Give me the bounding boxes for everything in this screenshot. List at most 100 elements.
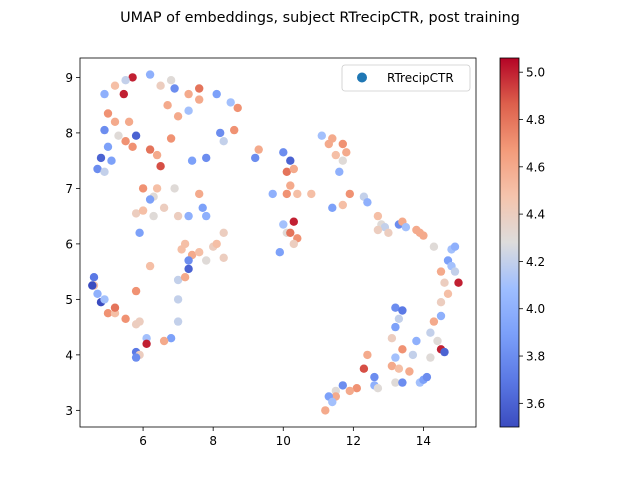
- data-point: [391, 303, 400, 312]
- data-point: [363, 198, 372, 207]
- data-point: [121, 314, 130, 323]
- y-tick-label: 4: [65, 348, 73, 362]
- data-point: [184, 211, 193, 221]
- colorbar-gradient: [500, 58, 519, 427]
- data-point: [163, 101, 172, 110]
- data-point: [156, 81, 165, 90]
- data-point: [279, 220, 288, 229]
- data-point: [387, 334, 397, 343]
- data-point: [100, 89, 109, 99]
- x-tick-label: 8: [209, 434, 217, 448]
- data-point: [128, 73, 137, 82]
- x-axis: 6 8 10 12 14: [139, 427, 431, 448]
- data-point: [145, 145, 155, 154]
- data-point: [321, 406, 330, 415]
- data-point: [212, 89, 221, 99]
- data-point: [173, 317, 183, 326]
- data-point: [370, 372, 379, 382]
- data-point: [419, 231, 428, 240]
- data-point: [433, 336, 442, 346]
- data-point: [180, 239, 190, 249]
- data-point: [138, 184, 148, 193]
- data-point: [335, 167, 344, 176]
- data-point: [289, 217, 298, 226]
- data-point: [436, 267, 446, 276]
- data-point: [450, 242, 460, 251]
- data-point: [170, 184, 179, 193]
- data-point: [387, 361, 397, 371]
- x-tick-label: 10: [276, 434, 291, 448]
- plot-frame: [79, 57, 477, 428]
- data-point: [145, 261, 155, 271]
- data-point: [219, 137, 228, 146]
- x-tick-label: 6: [139, 434, 147, 448]
- colorbar-tick-label: 3.6: [526, 397, 545, 411]
- data-point: [100, 295, 109, 304]
- data-point: [103, 109, 113, 118]
- data-point: [131, 131, 141, 140]
- data-point: [119, 89, 128, 99]
- data-point: [131, 286, 141, 296]
- data-point: [338, 381, 347, 390]
- data-point: [100, 167, 109, 176]
- data-point: [110, 303, 120, 312]
- data-point: [195, 189, 204, 199]
- data-point: [198, 203, 207, 212]
- data-point: [286, 228, 295, 237]
- data-point: [440, 278, 449, 287]
- data-point: [152, 184, 162, 193]
- chart-title: UMAP of embeddings, subject RTrecipCTR, …: [120, 10, 520, 26]
- data-point: [328, 134, 337, 143]
- data-point: [401, 223, 411, 232]
- data-point: [275, 248, 284, 257]
- data-point: [429, 317, 439, 326]
- data-point: [391, 322, 400, 332]
- data-point: [352, 384, 361, 393]
- data-point: [398, 345, 407, 354]
- data-point: [345, 189, 354, 199]
- colorbar-tick-label: 4.2: [526, 255, 545, 269]
- colorbar-tick-label: 3.8: [526, 350, 545, 364]
- data-point: [342, 148, 351, 157]
- data-point: [391, 353, 400, 362]
- data-point: [89, 273, 99, 282]
- data-point: [216, 128, 225, 138]
- data-point: [88, 281, 97, 290]
- data-point: [135, 228, 144, 237]
- data-point: [426, 328, 435, 337]
- data-point: [166, 134, 176, 143]
- data-point: [338, 156, 347, 165]
- data-point: [405, 367, 414, 376]
- data-point: [219, 228, 228, 237]
- y-tick-label: 5: [65, 293, 73, 307]
- legend-box: [341, 64, 471, 92]
- y-tick-label: 8: [65, 126, 73, 140]
- data-point: [391, 378, 400, 387]
- data-point: [408, 350, 418, 360]
- data-point: [251, 153, 260, 163]
- data-point: [436, 298, 446, 307]
- data-point: [156, 162, 165, 171]
- data-point: [96, 153, 106, 163]
- data-point: [159, 336, 169, 346]
- data-point: [328, 397, 337, 407]
- legend-marker: [357, 72, 367, 83]
- data-point: [159, 203, 169, 212]
- colorbar: 3.6 3.8 4.0 4.2 4.4 4.6 4.8 5.0: [499, 57, 545, 428]
- data-point: [202, 211, 211, 221]
- data-point: [450, 267, 460, 276]
- data-point: [212, 239, 221, 249]
- y-axis: 3 4 5 6 7 8 9: [65, 71, 80, 418]
- data-point: [307, 189, 316, 199]
- y-tick-label: 3: [65, 404, 73, 418]
- data-point: [128, 142, 137, 151]
- data-point: [440, 347, 449, 357]
- legend: RTrecipCTR: [341, 64, 471, 92]
- data-point: [412, 336, 421, 346]
- colorbar-tick-label: 5.0: [526, 66, 545, 80]
- data-point: [142, 339, 151, 348]
- data-point: [286, 181, 295, 190]
- data-point: [110, 81, 120, 90]
- data-point: [121, 76, 130, 85]
- data-point: [363, 350, 372, 360]
